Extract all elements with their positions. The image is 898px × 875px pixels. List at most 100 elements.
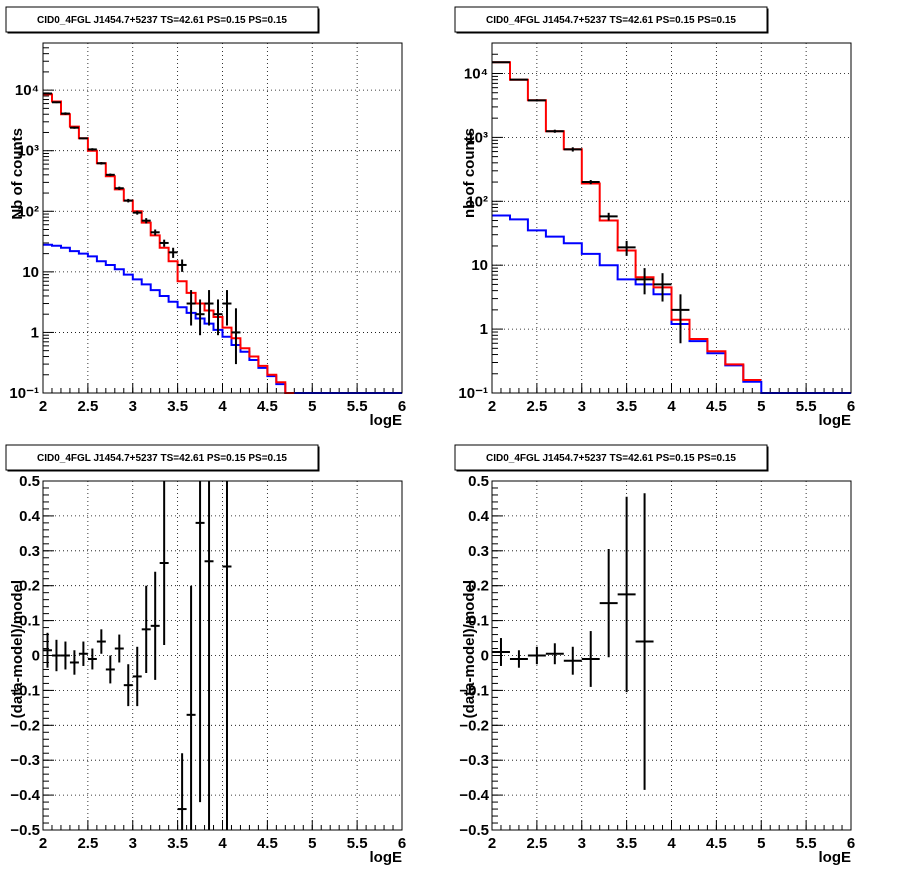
data-point — [114, 634, 124, 663]
y-tick-label: 10³ — [17, 143, 39, 160]
data-point — [599, 549, 618, 658]
data-point — [105, 655, 115, 684]
y-tick-label: 0.3 — [19, 543, 40, 560]
x-tick-label: 6 — [847, 835, 855, 852]
data-point — [545, 643, 564, 665]
data-point — [60, 112, 70, 115]
data-point — [168, 247, 178, 258]
data-point — [186, 290, 196, 326]
x-tick-label: 4 — [218, 835, 227, 852]
x-tick-label: 4.5 — [706, 398, 727, 415]
y-tick-label: 0.5 — [468, 473, 489, 490]
y-tick-label: 10⁴ — [15, 82, 39, 99]
y-tick-label: 10⁻¹ — [458, 385, 488, 402]
data-point — [222, 290, 232, 326]
x-tick-label: 5 — [308, 835, 316, 852]
y-tick-label: 0.1 — [468, 613, 489, 630]
chart-title: CID0_4FGL J1454.7+5237 TS=42.61 PS=0.15 … — [37, 15, 287, 26]
y-tick-label: −0.1 — [459, 682, 489, 699]
x-axis-label: logE — [819, 412, 852, 429]
data-point — [43, 632, 52, 668]
y-tick-label: −0.1 — [10, 682, 40, 699]
plot-border — [42, 480, 403, 831]
data-point — [123, 664, 133, 707]
title-box — [5, 444, 319, 471]
data-point — [159, 239, 169, 247]
data-point — [599, 212, 618, 221]
series-step-line — [492, 214, 851, 394]
x-tick-label: 3 — [129, 398, 137, 415]
y-tick-label: 10 — [22, 264, 39, 281]
y-tick-label: 0 — [32, 648, 40, 665]
chart-title: CID0_4FGL J1454.7+5237 TS=42.61 PS=0.15 … — [486, 453, 736, 464]
y-tick-label: −0.2 — [10, 717, 40, 734]
plot-frame — [491, 480, 852, 831]
data-point — [509, 650, 528, 668]
x-axis-label: logE — [819, 849, 852, 866]
x-tick-label: 3.5 — [616, 835, 637, 852]
data-point — [177, 259, 187, 272]
data-point — [51, 639, 61, 672]
data-point — [60, 641, 70, 670]
x-tick-label: 5 — [757, 835, 765, 852]
y-axis-label: nb of counts — [461, 128, 478, 218]
x-tick-label: 5.5 — [796, 835, 817, 852]
y-tick-label: 1 — [31, 324, 39, 341]
title-box — [454, 6, 768, 33]
x-tick-label: 3.5 — [167, 835, 188, 852]
x-tick-label: 4.5 — [257, 835, 278, 852]
data-point — [581, 180, 600, 185]
data-point — [123, 198, 133, 203]
data-point — [159, 481, 169, 646]
data-point — [150, 229, 160, 236]
data-point — [492, 638, 510, 666]
title-box — [5, 6, 319, 33]
data-point — [195, 299, 205, 336]
y-tick-label: 10² — [466, 193, 488, 210]
x-tick-label: 4 — [667, 398, 676, 415]
y-tick-label: −0.4 — [10, 787, 40, 804]
x-tick-label: 2.5 — [77, 835, 98, 852]
data-point — [69, 650, 79, 675]
y-tick-label: 0.2 — [468, 578, 489, 595]
x-tick-label: 2.5 — [526, 835, 547, 852]
data-point — [545, 129, 564, 133]
data-point — [43, 92, 52, 95]
x-tick-label: 6 — [398, 398, 406, 415]
y-axis-label: (data-model)/model — [9, 580, 26, 718]
y-tick-label: 10 — [471, 257, 488, 274]
x-tick-label: 2 — [488, 835, 496, 852]
data-point — [186, 585, 196, 830]
x-tick-label: 4.5 — [706, 835, 727, 852]
data-point — [671, 294, 690, 344]
x-tick-label: 4.5 — [257, 398, 278, 415]
x-tick-label: 5 — [308, 398, 316, 415]
panel-4: 2 2.5 3 3.5 4 4.5 5 5.5 6 −0.5 −0.4 −0.3 −0.2 −0.1 0 0.… — [454, 444, 855, 866]
data-point — [635, 268, 654, 295]
data-point — [87, 648, 97, 670]
data-point — [78, 641, 88, 666]
data-point — [653, 273, 672, 302]
title-box — [454, 444, 768, 471]
data-point — [527, 646, 546, 665]
y-tick-label: −0.3 — [10, 752, 40, 769]
x-tick-label: 3 — [578, 835, 586, 852]
y-axis-label: (data-model)/model — [461, 580, 478, 718]
x-tick-label: 6 — [847, 398, 855, 415]
series-step-line — [43, 93, 295, 394]
x-tick-label: 2 — [488, 398, 496, 415]
y-tick-label: 0.4 — [468, 508, 490, 525]
x-tick-label: 2 — [39, 398, 47, 415]
x-tick-label: 3.5 — [167, 398, 188, 415]
data-point — [69, 126, 79, 129]
data-point — [150, 571, 160, 680]
data-point — [78, 137, 88, 140]
y-tick-label: 0.4 — [19, 508, 41, 525]
data-point — [114, 186, 124, 190]
data-point — [222, 481, 232, 830]
x-tick-label: 5.5 — [796, 398, 817, 415]
panel-3: 2 2.5 3 3.5 4 4.5 5 5.5 6 −0.5 −0.4 −0.3 −0.2 −0.1 0 0.… — [5, 444, 406, 866]
x-tick-label: 3 — [129, 835, 137, 852]
